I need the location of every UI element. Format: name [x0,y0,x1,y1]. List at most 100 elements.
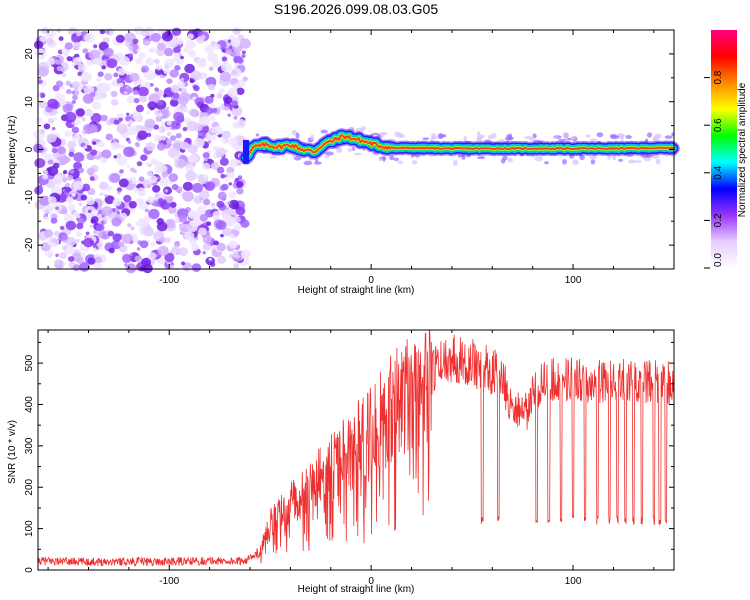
signal-halo [590,159,596,165]
noise-blob [188,156,194,162]
noise-blob [174,65,181,71]
noise-blob [144,208,149,213]
noise-blob [55,80,64,88]
noise-blob [228,137,239,147]
noise-blob [204,181,216,192]
noise-blob [164,47,174,57]
noise-blob [170,201,177,208]
noise-blob [173,111,185,122]
noise-blob [176,38,184,45]
noise-blob [219,157,229,166]
noise-blob [216,200,225,208]
noise-blob [188,108,198,117]
noise-blob [216,166,225,174]
noise-blob [82,129,86,133]
y-tick-label: 10 [24,96,35,108]
snr-plot-area [38,330,674,570]
noise-blob [71,81,80,89]
signal-halo [585,134,591,138]
noise-blob [174,52,180,58]
signal-halo [291,129,298,136]
noise-blob [199,197,203,201]
snr-panel: -100 0 100 0 100 200 300 400 500 Height of stra… [7,329,675,595]
noise-blob [209,115,216,122]
signal-halo [476,156,485,160]
colorbar-tick-label: 0.6 [713,118,724,132]
colorbar-ticks: 0.0 0.2 0.4 0.6 0.8 [704,70,724,269]
signal-halo [353,152,362,156]
y-tick-label: 500 [24,354,35,371]
noise-blob [196,205,207,215]
noise-blob [205,76,217,87]
signal-halo [293,156,302,161]
noise-blob [236,87,245,96]
noise-blob [89,240,95,245]
chart-title: S196.2026.099.08.03.G05 [274,1,438,17]
noise-blob [231,106,243,117]
noise-blob [139,265,147,272]
noise-blob [43,123,51,130]
noise-blob [224,105,230,111]
noise-blob [97,71,104,77]
noise-blob [180,141,190,150]
noise-blob [111,99,119,106]
noise-blob [209,103,215,108]
noise-blob [234,224,242,232]
noise-blob [208,66,214,71]
noise-blob [71,134,81,142]
noise-blob [189,78,195,84]
noise-blob [144,69,156,81]
noise-blob [221,183,229,191]
noise-blob [138,86,149,97]
noise-blob [202,235,212,244]
signal-halo [491,132,497,139]
signal-halo [579,154,585,161]
noise-blob [156,142,166,151]
noise-blob [191,263,202,272]
noise-blob [64,188,69,193]
noise-blob [47,236,60,248]
y-tick-label: 100 [24,520,35,537]
noise-blob [47,57,56,65]
noise-blob [124,263,128,267]
noise-blob [87,257,96,265]
noise-blob [73,42,81,49]
noise-blob [163,68,170,75]
noise-blob [138,51,146,59]
noise-blob [217,255,227,264]
noise-blob [161,31,173,42]
noise-blob [136,247,141,251]
noise-blob [80,194,88,201]
noise-blob [187,50,197,58]
noise-blob [64,42,74,50]
noise-blob [146,196,155,204]
noise-blob [164,189,169,193]
colorbar: 0.0 0.2 0.4 0.6 0.8 Normalized spectral ampl… [704,30,748,269]
noise-blob [90,113,102,123]
noise-blob [202,251,206,255]
noise-blob [113,119,120,125]
signal-halo [502,155,508,161]
noise-blob [127,223,132,228]
noise-blob [118,178,129,188]
noise-blob [233,263,240,269]
noise-blob [154,134,162,142]
noise-blob [172,56,179,62]
noise-blob [171,120,182,130]
colorbar-label: Normalized spectral amplitude [737,82,748,217]
signal-halo [628,159,636,164]
signal-halo [562,159,567,165]
x-tick-label: -100 [159,275,179,286]
noise-blob [41,27,49,34]
noise-blob [154,165,163,173]
noise-blob [150,32,161,42]
noise-blob [214,244,218,249]
noise-blob [94,89,107,100]
noise-blob [150,241,156,247]
snr-frame [37,329,675,571]
signal-halo [255,133,260,137]
noise-blob [169,69,179,78]
noise-blob [139,240,149,249]
noise-blob [170,135,177,141]
noise-blob [123,194,132,203]
